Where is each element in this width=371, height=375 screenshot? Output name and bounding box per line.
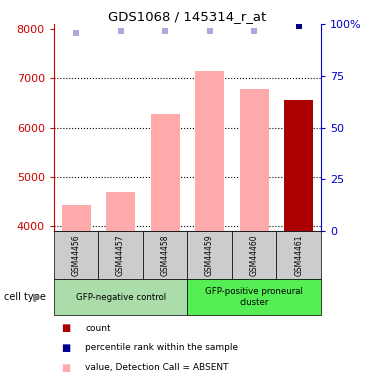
Text: count: count: [85, 324, 111, 333]
Bar: [187, 231, 232, 279]
Text: GSM44460: GSM44460: [250, 234, 259, 276]
Bar: [187, 279, 321, 315]
Text: GSM44457: GSM44457: [116, 234, 125, 276]
Text: GSM44458: GSM44458: [161, 234, 170, 276]
Text: percentile rank within the sample: percentile rank within the sample: [85, 344, 239, 352]
Bar: [106, 192, 135, 231]
Bar: [151, 114, 180, 231]
Text: ■: ■: [61, 363, 70, 372]
Bar: [195, 71, 224, 231]
Bar: [143, 231, 187, 279]
Text: GSM44459: GSM44459: [205, 234, 214, 276]
Bar: [62, 205, 91, 231]
Text: cell type: cell type: [4, 292, 46, 302]
Text: GFP-positive proneural
cluster: GFP-positive proneural cluster: [205, 288, 303, 307]
Text: ■: ■: [61, 324, 70, 333]
Text: value, Detection Call = ABSENT: value, Detection Call = ABSENT: [85, 363, 229, 372]
Text: ▶: ▶: [33, 292, 40, 302]
Bar: [284, 100, 313, 231]
Bar: [54, 231, 98, 279]
Bar: [240, 89, 269, 231]
Text: ■: ■: [61, 343, 70, 353]
Bar: [232, 231, 276, 279]
Bar: [98, 231, 143, 279]
Bar: [276, 231, 321, 279]
Bar: [54, 279, 187, 315]
Text: GSM44461: GSM44461: [294, 234, 303, 276]
Title: GDS1068 / 145314_r_at: GDS1068 / 145314_r_at: [108, 10, 266, 23]
Text: GFP-negative control: GFP-negative control: [76, 292, 165, 302]
Text: GSM44456: GSM44456: [72, 234, 81, 276]
